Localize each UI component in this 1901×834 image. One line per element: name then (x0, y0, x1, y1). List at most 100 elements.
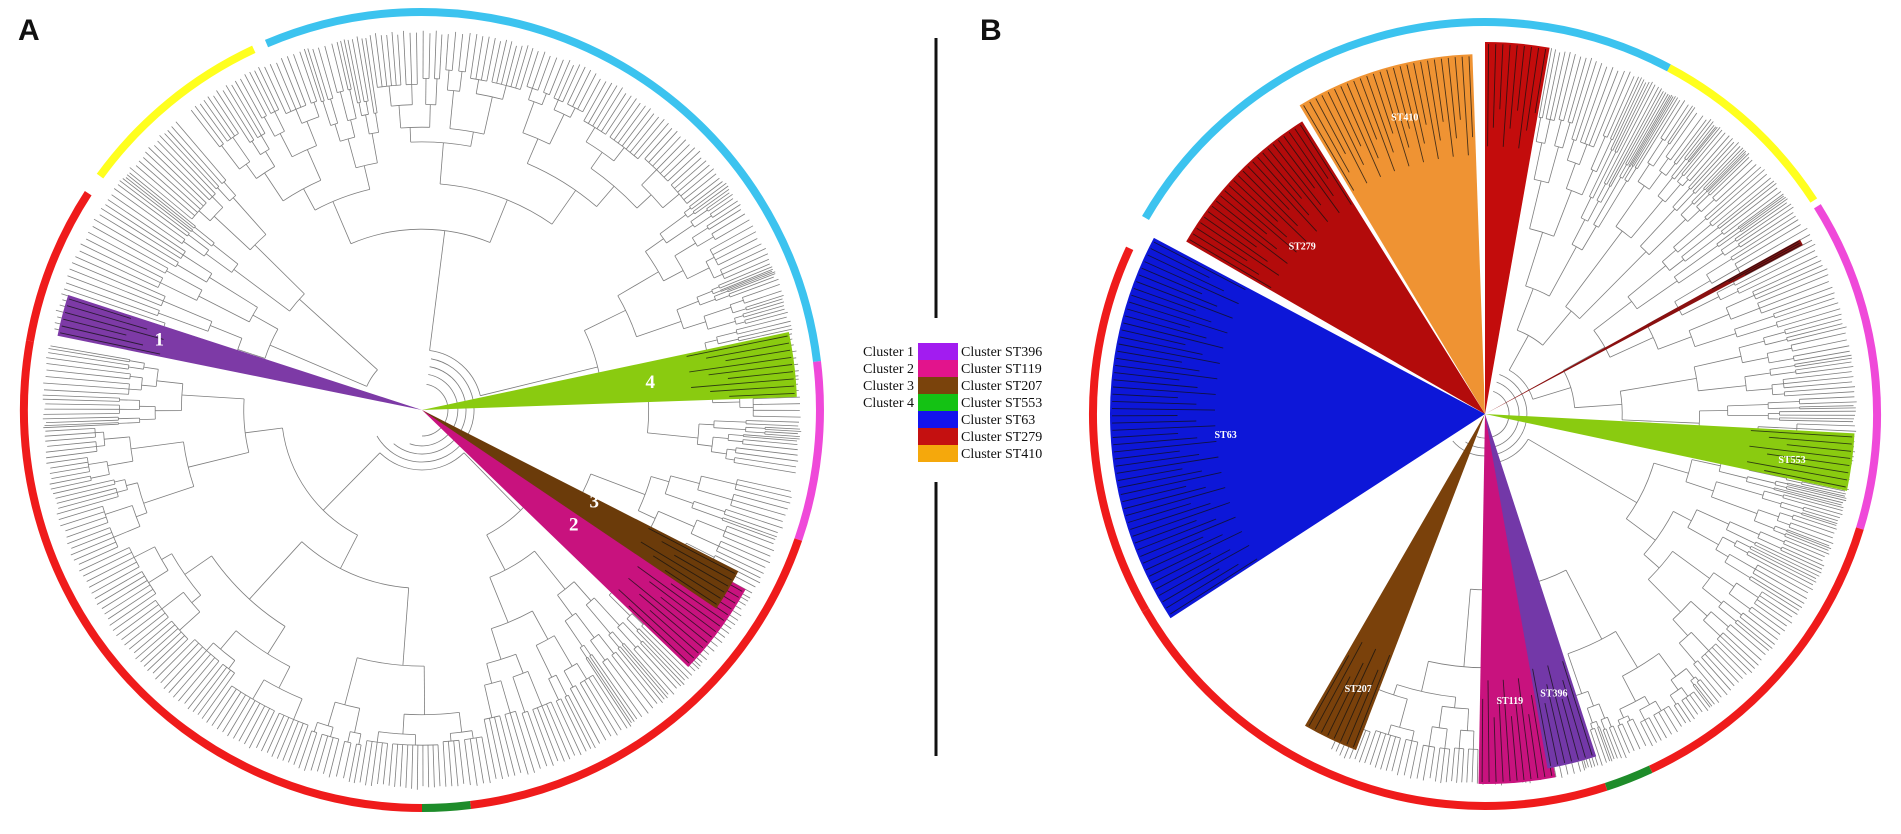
tree-b-bottom-branch-618 (1607, 717, 1612, 727)
tree-a-top-branch-130 (449, 128, 485, 135)
tree-b-right-branch-262 (1752, 260, 1822, 293)
tree-b-bottom-branch-440 (1711, 496, 1758, 514)
tree-b-bottom-branch-705 (1454, 697, 1457, 708)
tree-a-bottom-branch-641 (464, 736, 482, 740)
tree-b-clade-0-leaf-7 (1215, 200, 1278, 250)
tree-a-top-branch-302 (729, 278, 779, 298)
tree-a-bottom-branch-720 (220, 630, 237, 650)
tree-b-bottom-branch-737 (1403, 740, 1413, 776)
tree-a-bottom-branch-676 (356, 743, 362, 746)
tree-a-bottom-branch-569 (587, 657, 632, 724)
tree-a-top-branch-217 (667, 150, 701, 182)
tree-b-bottom-branch-586 (1674, 702, 1679, 706)
tree-a-bottom-branch-537 (637, 645, 677, 689)
tree-a-top-branch-87 (343, 39, 358, 104)
tree-a-bottom-branch-555 (615, 651, 658, 704)
tree-b-right-branch-9 (1533, 142, 1543, 180)
tree-a-top-branch-75 (324, 45, 338, 93)
tree-a-top-branch-15 (232, 136, 251, 162)
tree-b-bottom-branch-537 (1726, 628, 1762, 661)
tree-a-left-branch-975 (229, 195, 236, 202)
tree-b-bottom-branch-608 (1617, 720, 1621, 725)
tree-b-right-branch-214 (1716, 227, 1739, 245)
tree-a-bottom-branch-828 (44, 432, 96, 437)
tree-a-bottom-branch-458 (720, 540, 771, 564)
tree-b-right-branch-150 (1640, 208, 1676, 247)
tree-b-bottom-branch-548 (1711, 647, 1743, 679)
tree-a-top-branch-115 (403, 30, 407, 85)
tree-b-bottom-branch-623 (1605, 728, 1618, 759)
tree-b-right-branch-315 (1770, 371, 1796, 376)
tree-a-top-branch-285 (711, 289, 714, 294)
tree-a-top-branch-196 (605, 95, 632, 135)
tree-a-bottom-branch-872 (46, 357, 129, 370)
tree-b-right-branch-291 (1785, 318, 1842, 335)
tree-a-top-branch-152 (501, 41, 513, 85)
tree-a-bottom-branch-793 (102, 506, 109, 523)
tree-a-clade-0-leaf-0 (60, 332, 161, 355)
tree-a-top-branch-125 (435, 78, 438, 105)
tree-a-bottom-branch-786 (67, 527, 111, 545)
tree-b-right-branch-171 (1706, 190, 1708, 193)
tree-a-top-branch-64 (322, 101, 332, 126)
tree-b-bottom-branch-735 (1411, 730, 1415, 741)
tree-b-right-branch-342 (1799, 407, 1856, 410)
tree-a-top-branch-395 (697, 443, 713, 447)
tree-a-top-branch-114 (411, 84, 413, 105)
tree-a-bottom-branch-522 (636, 630, 685, 681)
tree-a-top-branch-27 (260, 135, 270, 150)
tree-b-bottom-branch-504 (1748, 576, 1752, 580)
tree-a-bottom-branch-865 (130, 376, 143, 379)
tree-b-bottom-branch-426 (1764, 490, 1784, 497)
tree-a-left-branch-954 (126, 174, 195, 229)
tree-b-right-branch-98 (1636, 99, 1681, 169)
tree-a-bottom-branch-789 (66, 522, 109, 538)
tree-a-top-branch-319 (742, 301, 785, 315)
tree-a-bottom-branch-572 (489, 577, 509, 623)
tree-a-left-branch-909 (252, 314, 279, 330)
tree-b-clade-1-leaf-24 (1461, 56, 1469, 156)
tree-b-right-branch-184 (1563, 346, 1606, 371)
tree-a-bottom-branch-794 (126, 482, 138, 486)
tree-a-left-branch-945 (119, 180, 190, 234)
tree-a-top-branch-94 (375, 113, 379, 133)
tree-a-bottom-branch-452 (696, 519, 726, 532)
tree-b-right-branch-304 (1793, 345, 1850, 357)
tree-b-st396-label: ST396 (1540, 689, 1567, 700)
tree-a-bottom-branch-876 (48, 348, 130, 363)
tree-b-bottom-branch-707 (1467, 708, 1469, 731)
tree-a-bottom-branch-552 (575, 612, 595, 638)
tree-a-top-branch-41 (249, 71, 272, 114)
tree-b-clade-1-leaf-14 (1392, 67, 1410, 129)
tree-b-bottom-branch-433 (1803, 506, 1841, 519)
tree-b-right-branch-60 (1589, 149, 1613, 197)
tree-b-bottom-branch-628 (1596, 721, 1599, 728)
tree-a-bottom-branch-527 (557, 581, 575, 596)
tree-a-bottom-branch-873 (48, 352, 129, 366)
tree-a-bottom-branch-628 (340, 534, 358, 569)
tree-a-bottom-branch-868 (129, 373, 131, 379)
tree-a-top-branch-79 (336, 41, 349, 90)
tree-b-clade-1-leaf-2 (1315, 98, 1346, 155)
tree-b-right-branch-108 (1647, 139, 1664, 163)
tree-b-bottom-branch-609 (1621, 723, 1635, 751)
tree-a-bottom-branch-634 (458, 712, 463, 733)
tree-a-top-branch-47 (295, 109, 303, 124)
tree-a-clade-3-leaf-2 (725, 349, 791, 362)
tree-a-top-branch-234 (659, 233, 667, 244)
tree-a-bottom-branch-763 (96, 575, 145, 605)
tree-a-bottom-branch-518 (641, 625, 693, 676)
tree-b-right-branch-189 (1661, 261, 1670, 271)
tree-a-bottom-branch-759 (109, 593, 157, 626)
tree-b-bottom-branch-564 (1670, 668, 1687, 681)
tree-a-bottom-branch-754 (112, 599, 156, 631)
tree-a-bottom-branch-663 (382, 743, 388, 785)
tree-a-top-branch-46 (301, 116, 320, 124)
tree-b-clade-7-leaf-1 (1492, 44, 1497, 128)
tree-a-top-branch-202 (621, 108, 651, 147)
tree-a-bottom-branch-702 (282, 721, 299, 761)
tree-b-bottom-branch-752 (1354, 730, 1367, 760)
tree-b-right-branch-53 (1610, 138, 1613, 141)
tree-b-bottom-branch-420 (1773, 489, 1844, 509)
tree-a-ring-segment-2 (794, 361, 824, 541)
